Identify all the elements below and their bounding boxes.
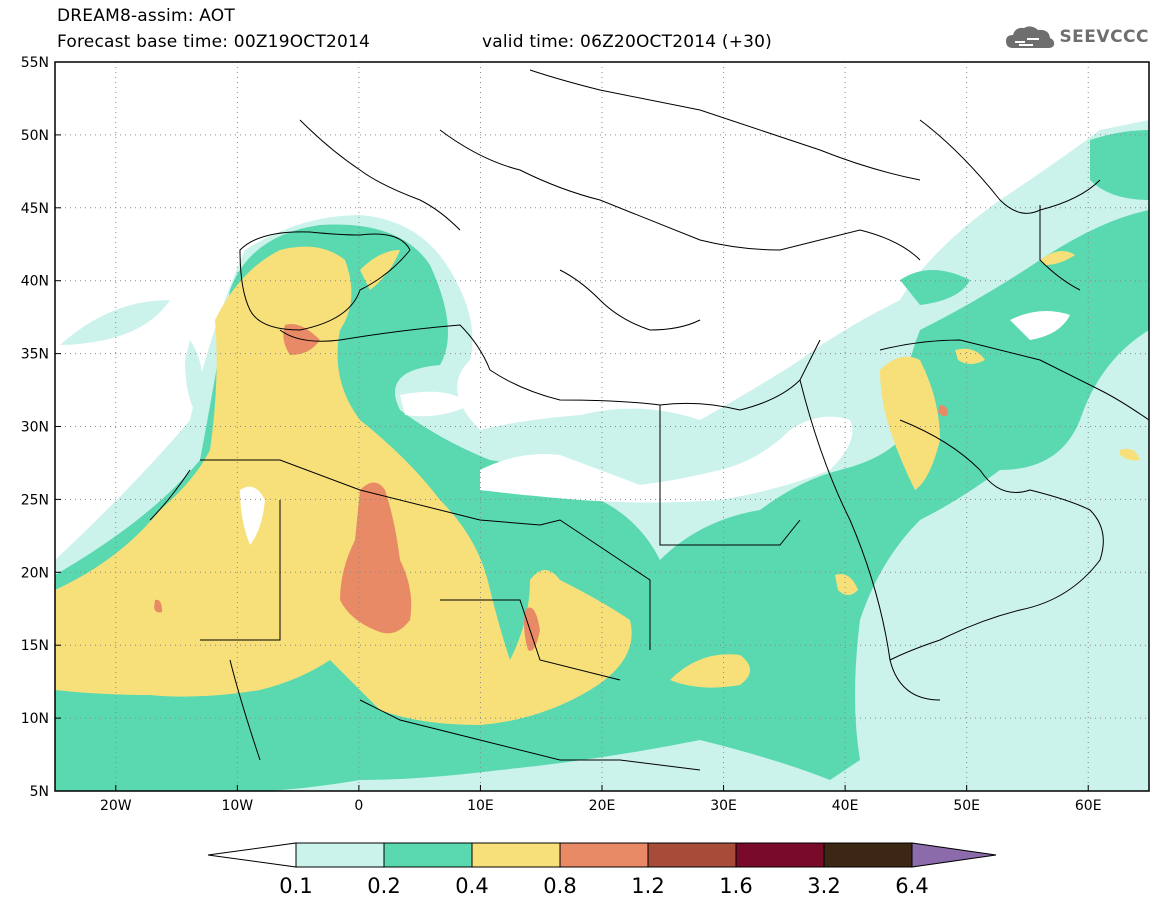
lon-label: 20E <box>589 798 616 814</box>
lon-label: 20W <box>100 798 132 814</box>
lon-label: 10E <box>467 798 494 814</box>
lat-label: 15N <box>21 638 49 654</box>
colorbar-label: 0.8 <box>543 874 576 898</box>
lon-label: 60E <box>1075 798 1102 814</box>
lat-label: 50N <box>21 128 49 144</box>
colorbar-lower-arrow <box>207 842 297 868</box>
lon-label: 30E <box>710 798 737 814</box>
seevccc-logo: SEEVCCC <box>1005 24 1149 50</box>
colorbar-upper-arrow <box>911 842 997 868</box>
colorbar-swatch <box>471 842 561 868</box>
colorbar-swatch <box>295 842 385 868</box>
aot-clear-areas <box>240 311 1070 545</box>
colorbar-label: 1.6 <box>719 874 752 898</box>
colorbar-label: 0.1 <box>279 874 312 898</box>
lat-label: 40N <box>21 274 49 290</box>
lon-label: 40E <box>832 798 859 814</box>
aot-field <box>55 120 1149 791</box>
lat-label: 30N <box>21 420 49 436</box>
colorbar-swatch <box>823 842 913 868</box>
longitude-labels: 20W 10W 0 10E 20E 30E 40E 50E 60E <box>100 798 1102 814</box>
axis-ticks <box>55 61 1089 792</box>
latitude-labels: 5N 10N 15N 20N 25N 30N 35N 40N 45N 50N 55N <box>21 55 49 800</box>
colorbar: 0.1 0.2 0.4 0.8 1.2 1.6 3.2 6.4 <box>207 842 997 898</box>
colorbar-label: 0.2 <box>367 874 400 898</box>
lat-label: 55N <box>21 55 49 71</box>
lon-label: 50E <box>953 798 980 814</box>
colorbar-label: 3.2 <box>807 874 840 898</box>
forecast-base-time: Forecast base time: 00Z19OCT2014 <box>57 32 371 52</box>
map-title: DREAM8-assim: AOT <box>57 6 235 26</box>
colorbar-label: 6.4 <box>895 874 928 898</box>
lat-label: 35N <box>21 347 49 363</box>
lat-label: 5N <box>30 784 49 800</box>
lat-label: 45N <box>21 201 49 217</box>
colorbar-label: 0.4 <box>455 874 488 898</box>
colorbar-label: 1.2 <box>631 874 664 898</box>
lon-label: 10W <box>221 798 253 814</box>
lat-label: 10N <box>21 711 49 727</box>
lon-label: 0 <box>354 798 363 814</box>
colorbar-swatch <box>559 842 649 868</box>
colorbar-swatch <box>647 842 737 868</box>
aot-level-0.4 <box>55 246 1140 725</box>
logo-text: SEEVCCC <box>1059 27 1149 47</box>
cloud-icon <box>1006 26 1055 48</box>
lat-label: 25N <box>21 492 49 508</box>
colorbar-swatch <box>383 842 473 868</box>
country-borders <box>149 69 1149 771</box>
colorbar-swatch <box>735 842 825 868</box>
valid-time: valid time: 06Z20OCT2014 (+30) <box>482 32 773 52</box>
lat-label: 20N <box>21 565 49 581</box>
